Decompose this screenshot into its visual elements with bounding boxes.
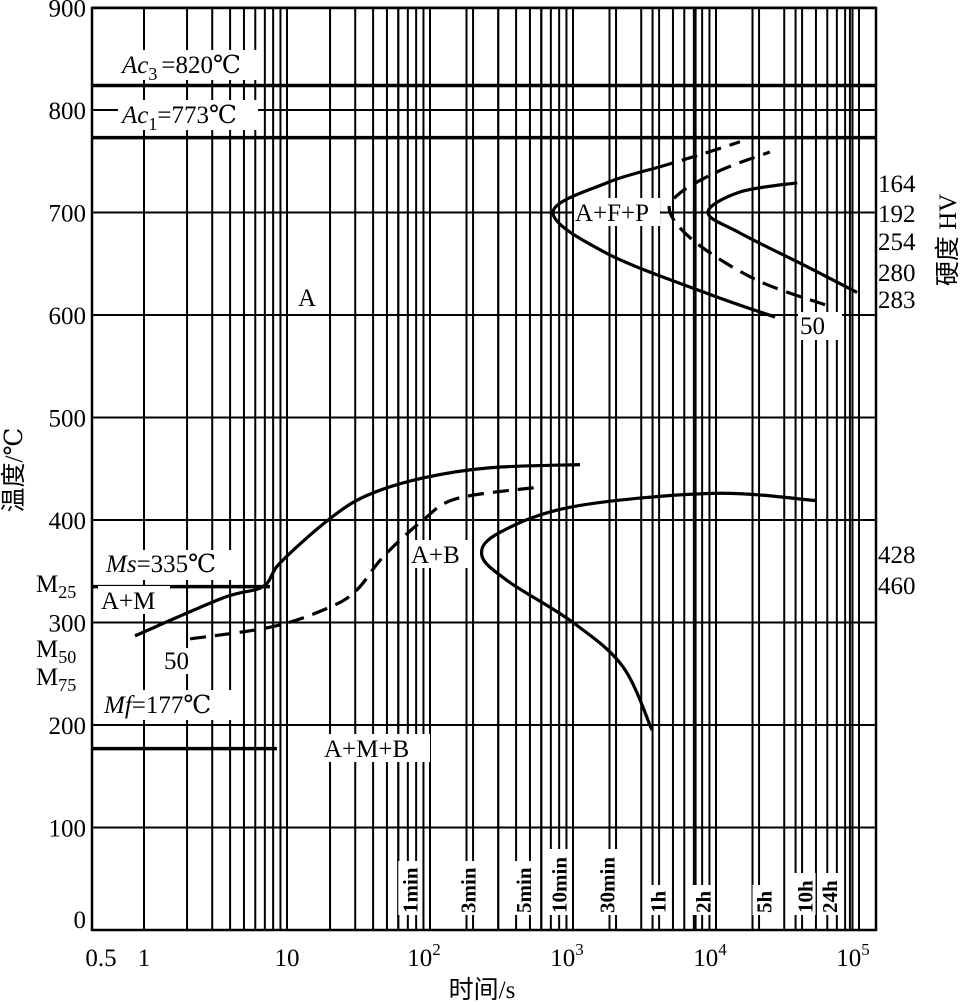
time-mark-24h: 24h <box>817 873 842 915</box>
y-tick-label: 700 <box>49 201 87 228</box>
bainite-start-curve <box>134 463 581 638</box>
time-mark-label: 5min <box>512 867 536 913</box>
svg-text:A+M: A+M <box>101 588 155 615</box>
pearlite-start-curve <box>551 165 776 319</box>
y-tick-label: 900 <box>49 0 87 23</box>
y-tick-label: 600 <box>49 303 87 330</box>
pearlite-start-extension-curve <box>657 140 741 169</box>
time-mark-labels: 1min 3min 5min 10min 30min 1h 2h 5h 10h 24h <box>398 849 842 915</box>
bainite-50-curve <box>189 485 539 641</box>
y-tick-label: 500 <box>49 406 87 433</box>
transformation-curves <box>134 140 858 731</box>
pearlite-50-curve <box>667 150 826 307</box>
time-mark-label: 10h <box>794 880 818 913</box>
vertical-gridlines <box>143 8 860 930</box>
time-mark-label: 3min <box>457 867 481 913</box>
y-tick-label: 100 <box>49 816 87 843</box>
time-mark-label: 5h <box>753 891 777 914</box>
svg-text:A+M+B: A+M+B <box>324 736 409 763</box>
hardness-value: 283 <box>878 287 916 314</box>
svg-text:A+F+P: A+F+P <box>575 200 649 227</box>
y-tick-label: 800 <box>49 98 87 125</box>
time-mark-1min: 1min <box>398 861 422 915</box>
x-tick-label: 0.5 <box>85 945 116 972</box>
hardness-value: 254 <box>878 229 916 256</box>
svg-text:A+B: A+B <box>411 542 460 569</box>
time-mark-5h: 5h <box>752 885 777 915</box>
y-tick-labels: 0 100 200 300 400 500 600 700 800 900 <box>49 0 87 934</box>
hardness-value: 460 <box>878 573 916 600</box>
time-mark-10h: 10h <box>793 873 818 915</box>
x-tick-label: 1 <box>138 945 151 972</box>
hardness-value: 164 <box>878 171 916 198</box>
x-tick-label: 104 <box>693 940 727 972</box>
region-label-am: A+M <box>98 586 170 615</box>
x-tick-label: 103 <box>550 940 584 972</box>
y-tick-label: 400 <box>49 508 87 535</box>
m50-label: M50 <box>36 636 76 667</box>
y-tick-label: 200 <box>49 713 87 740</box>
svg-text:Mf=177℃: Mf=177℃ <box>103 692 211 719</box>
time-mark-label: 1h <box>647 891 671 914</box>
time-mark-label: 30min <box>596 857 620 913</box>
region-label-afp: A+F+P <box>574 198 660 227</box>
time-mark-10min: 10min <box>547 849 571 915</box>
hardness-values: 164 192 254 280 283 428 460 <box>878 171 916 600</box>
time-mark-label: 2h <box>692 891 716 914</box>
hardness-value: 428 <box>878 542 916 569</box>
pearlite-50-label: 50 <box>798 312 842 340</box>
time-mark-30min: 30min <box>595 849 620 915</box>
m75-label: M75 <box>36 664 76 695</box>
region-label-a: A <box>296 282 322 312</box>
time-mark-3min: 3min <box>456 861 481 915</box>
hardness-axis-label: 硬度 HV <box>934 194 962 286</box>
time-mark-1h: 1h <box>646 885 671 915</box>
svg-text:Ac3=820℃: Ac3 =820℃ <box>120 52 241 84</box>
y-tick-label: 0 <box>74 907 87 934</box>
svg-text:50: 50 <box>800 313 825 340</box>
time-mark-5min: 5min <box>512 861 536 915</box>
x-tick-label: 10 <box>275 945 300 972</box>
svg-text:Ac1=773℃: Ac1=773℃ <box>120 102 237 134</box>
svg-text:A: A <box>298 285 316 312</box>
time-mark-label: 1min <box>398 867 422 913</box>
bainite-50-label: 50 <box>162 648 196 675</box>
m25-label: M25 <box>36 571 76 602</box>
hardness-value: 280 <box>878 260 916 287</box>
svg-text:Ms=335℃: Ms=335℃ <box>105 551 216 578</box>
y-tick-label: 300 <box>49 611 87 638</box>
x-tick-label: 102 <box>407 940 441 972</box>
y-axis-label: 温度/℃ <box>0 428 28 513</box>
x-tick-labels: 0.5 1 10 102 103 104 105 <box>85 940 869 972</box>
region-label-ab: A+B <box>410 540 470 569</box>
time-mark-2h: 2h <box>691 885 716 915</box>
mf-label: Mf=177℃ <box>102 690 240 720</box>
time-mark-label: 10min <box>547 857 571 913</box>
svg-text:50: 50 <box>164 648 189 675</box>
ac1-label: Ac1=773℃ <box>118 100 258 134</box>
x-tick-label: 105 <box>836 940 870 972</box>
x-axis-label: 时间/s <box>449 976 516 1004</box>
ac3-label: Ac3 =820℃ <box>118 50 258 84</box>
plot-frame <box>90 6 878 932</box>
region-label-amb: A+M+B <box>322 734 430 763</box>
bainite-finish-curve <box>479 491 816 731</box>
pearlite-finish-curve <box>706 181 858 294</box>
time-mark-label: 24h <box>818 880 842 913</box>
hardness-value: 192 <box>878 201 916 228</box>
ms-label: Ms=335℃ <box>104 550 240 580</box>
